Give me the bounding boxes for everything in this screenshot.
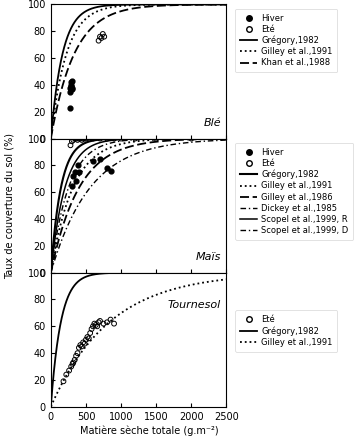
- Point: [101, 320, 106, 327]
- Point: [89, 325, 94, 333]
- Point: [188, 135, 194, 142]
- Point: [118, 135, 124, 142]
- Point: [76, 344, 82, 351]
- Point: [77, 342, 83, 349]
- Point: [73, 135, 79, 142]
- Point: [104, 135, 110, 142]
- Point: [93, 321, 99, 329]
- Point: [61, 378, 66, 385]
- Point: [66, 367, 72, 374]
- Legend: Hiver, Eté, Grégory,1982, Gilley et al.,1991, Khan et al.,1988: Hiver, Eté, Grégory,1982, Gilley et al.,…: [235, 8, 338, 72]
- Text: Tournesol: Tournesol: [168, 300, 221, 310]
- Point: [68, 363, 74, 370]
- Point: [69, 84, 74, 91]
- Point: [80, 135, 86, 142]
- Point: [72, 169, 78, 176]
- Point: [67, 104, 73, 111]
- Point: [76, 135, 82, 142]
- Point: [68, 83, 74, 90]
- Point: [70, 359, 76, 366]
- Point: [70, 136, 76, 143]
- Point: [69, 138, 75, 145]
- Point: [96, 319, 102, 326]
- Point: [80, 339, 86, 346]
- Point: [76, 169, 82, 176]
- Point: [94, 323, 100, 330]
- Point: [97, 155, 103, 162]
- Point: [85, 333, 90, 341]
- Point: [96, 37, 102, 44]
- Point: [86, 335, 92, 342]
- Point: [132, 135, 138, 142]
- Point: [97, 33, 103, 40]
- Point: [97, 135, 103, 142]
- Point: [79, 136, 85, 143]
- Point: [111, 320, 117, 327]
- Point: [108, 316, 114, 323]
- Point: [73, 178, 79, 185]
- Point: [72, 135, 78, 142]
- Point: [64, 371, 69, 378]
- Point: [153, 135, 159, 142]
- Point: [68, 81, 74, 89]
- Point: [90, 135, 96, 142]
- Point: [68, 85, 74, 93]
- Point: [75, 162, 81, 169]
- Point: [72, 356, 78, 363]
- Text: Maïs: Maïs: [196, 252, 221, 262]
- Point: [108, 167, 114, 174]
- Point: [97, 317, 103, 325]
- Point: [104, 319, 110, 326]
- Point: [82, 135, 87, 142]
- Point: [100, 30, 106, 38]
- Point: [70, 173, 76, 180]
- Point: [73, 352, 79, 359]
- Point: [104, 164, 110, 172]
- Text: Blé: Blé: [204, 118, 221, 128]
- Point: [75, 136, 81, 143]
- Text: Taux de couverture du sol (%): Taux de couverture du sol (%): [4, 133, 14, 278]
- Point: [79, 343, 85, 350]
- Point: [90, 158, 96, 165]
- Point: [69, 85, 75, 93]
- Point: [77, 135, 83, 142]
- Point: [90, 323, 96, 330]
- Point: [68, 79, 74, 86]
- Point: [101, 33, 107, 40]
- Point: [67, 88, 73, 95]
- Point: [70, 360, 76, 367]
- Point: [98, 34, 104, 42]
- Point: [87, 329, 93, 337]
- Point: [69, 77, 75, 84]
- Point: [91, 320, 97, 327]
- Legend: Hiver, Eté, Grégory,1982, Gilley et al.,1991, Gilley et al.,1986, Dickey et al.,: Hiver, Eté, Grégory,1982, Gilley et al.,…: [235, 143, 353, 240]
- Point: [86, 135, 92, 142]
- Text: Matière sèche totale (g.m⁻²): Matière sèche totale (g.m⁻²): [79, 426, 218, 436]
- Point: [75, 350, 81, 357]
- Point: [82, 340, 87, 347]
- Legend: Eté, Grégory,1982, Gilley et al.,1991: Eté, Grégory,1982, Gilley et al.,1991: [235, 310, 338, 352]
- Point: [83, 135, 89, 142]
- Point: [68, 84, 73, 91]
- Point: [68, 142, 73, 149]
- Point: [69, 182, 75, 189]
- Point: [83, 336, 89, 343]
- Point: [111, 135, 117, 142]
